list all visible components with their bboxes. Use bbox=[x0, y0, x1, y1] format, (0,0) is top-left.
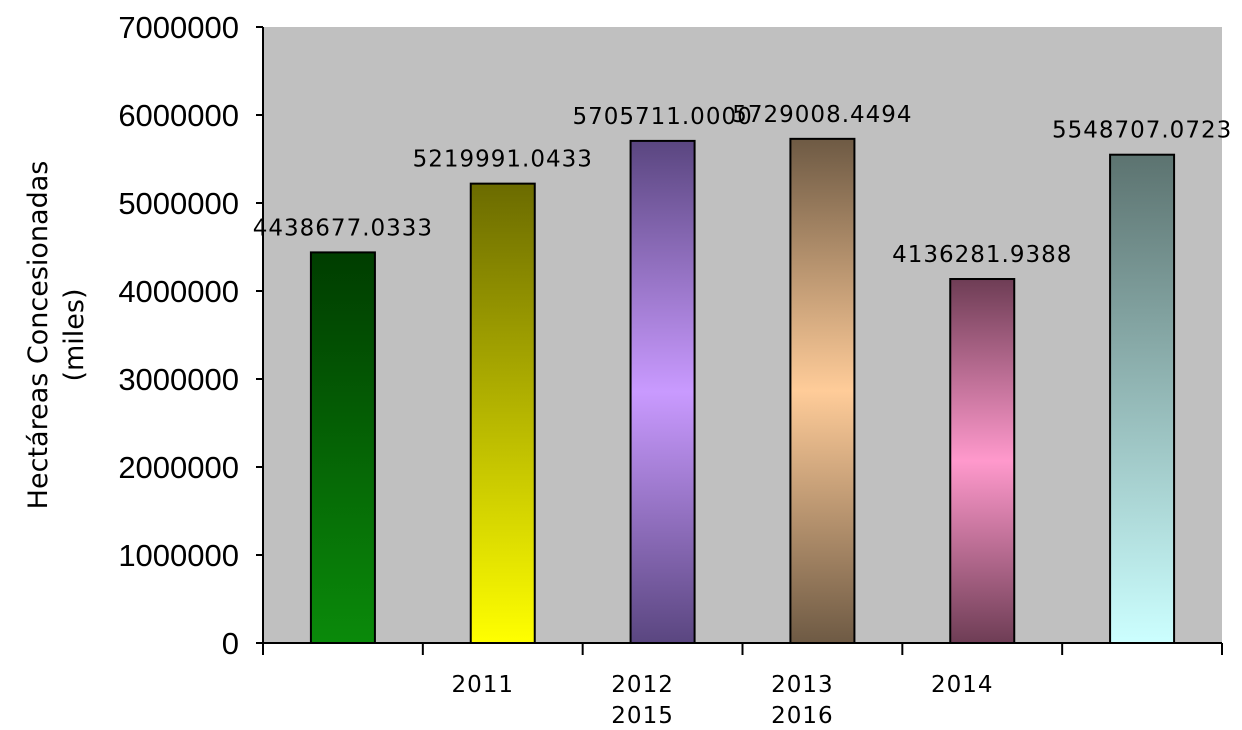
x-category-label: 2011 bbox=[451, 672, 514, 698]
data-label-2011: 4438677.0333 bbox=[253, 215, 433, 241]
bar-2016 bbox=[1109, 153, 1176, 644]
data-label-2012: 5219991.0433 bbox=[413, 147, 593, 173]
data-label-2016: 5548707.0723 bbox=[1052, 118, 1232, 144]
y-axis-title: Hectáreas Concesionadas (miles) bbox=[23, 161, 90, 510]
bar-2014 bbox=[789, 137, 856, 644]
x-category-label: 2016 bbox=[771, 703, 834, 729]
bars-layer bbox=[309, 137, 1176, 645]
y-tick-label: 3000000 bbox=[118, 362, 239, 397]
y-axis-title-line: Hectáreas Concesionadas bbox=[23, 161, 54, 510]
y-tick-label: 1000000 bbox=[118, 538, 239, 573]
bar-2015 bbox=[949, 278, 1016, 644]
data-label-2013: 5705711.0000 bbox=[572, 104, 752, 130]
data-label-2014: 5729008.4494 bbox=[732, 102, 912, 128]
y-tick-label: 5000000 bbox=[118, 186, 239, 221]
y-tick-label: 0 bbox=[222, 626, 239, 661]
y-axis-title-line: (miles) bbox=[59, 288, 90, 381]
data-label-2015: 4136281.9388 bbox=[892, 242, 1072, 268]
x-category-label: 2012 bbox=[611, 672, 674, 698]
x-category-label: 2015 bbox=[611, 703, 674, 729]
y-tick-label: 7000000 bbox=[118, 10, 239, 45]
labels-layer: 4438677.0333 5219991.0433 5705711.00005729… bbox=[118, 10, 1232, 729]
y-tick-label: 2000000 bbox=[118, 450, 239, 485]
plot-area bbox=[263, 27, 1222, 643]
x-category-label: 2013 bbox=[771, 672, 834, 698]
y-tick-label: 6000000 bbox=[118, 98, 239, 133]
axes-layer bbox=[256, 26, 1223, 655]
bar-2013 bbox=[629, 139, 696, 644]
x-category-label: 2014 bbox=[931, 672, 994, 698]
y-tick-label: 4000000 bbox=[118, 274, 239, 309]
bar-2011 bbox=[309, 251, 376, 644]
bar-2012 bbox=[469, 182, 536, 645]
